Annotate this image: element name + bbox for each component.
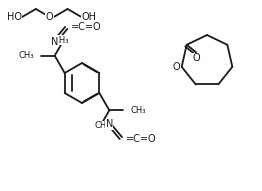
Text: O: O bbox=[173, 62, 181, 72]
Text: O: O bbox=[46, 12, 53, 22]
Text: CH₃: CH₃ bbox=[18, 51, 34, 60]
Text: HO: HO bbox=[7, 12, 22, 22]
Text: =C=O: =C=O bbox=[126, 134, 156, 144]
Text: CH₃: CH₃ bbox=[95, 121, 110, 130]
Text: OH: OH bbox=[81, 12, 96, 22]
Text: N: N bbox=[106, 119, 113, 129]
Text: =C=O: =C=O bbox=[71, 22, 102, 32]
Text: O: O bbox=[192, 53, 200, 63]
Text: CH₃: CH₃ bbox=[54, 36, 69, 45]
Text: N: N bbox=[51, 37, 58, 47]
Text: CH₃: CH₃ bbox=[130, 106, 146, 115]
